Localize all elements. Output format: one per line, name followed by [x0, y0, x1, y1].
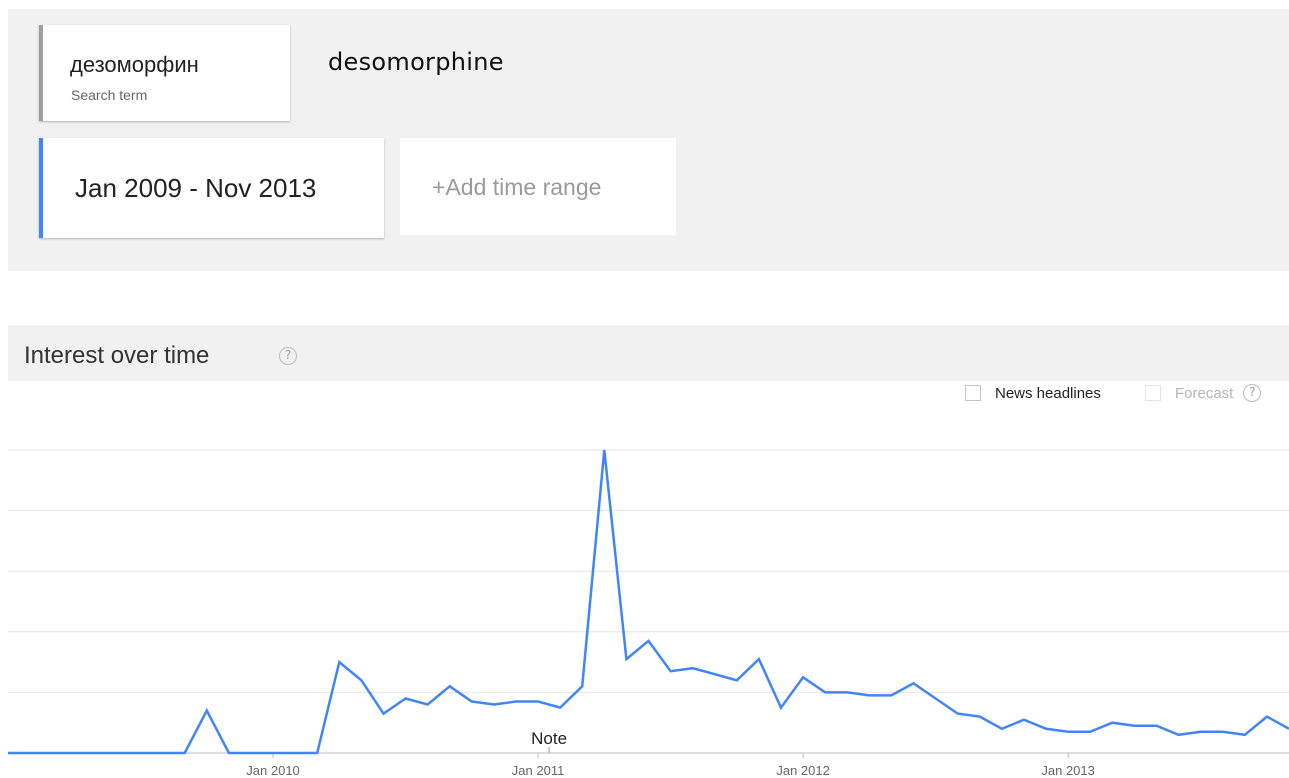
- interest-over-time-header: Interest over time ?: [8, 325, 1289, 381]
- x-tick-label: Jan 2011: [512, 763, 565, 778]
- search-term-text: дезоморфин: [70, 52, 199, 77]
- news-headlines-label: News headlines: [995, 384, 1101, 402]
- interest-chart: Jan 2010 Jan 2011 Jan 2012 Jan 2013 Note: [8, 449, 1289, 778]
- x-tick-label: Jan 2013: [1041, 763, 1095, 778]
- search-term-translation: desomorphine: [328, 48, 504, 76]
- forecast-help-icon[interactable]: ?: [1243, 384, 1262, 402]
- help-icon[interactable]: ?: [279, 347, 297, 365]
- search-term-sublabel: Search term: [71, 87, 148, 103]
- forecast-option: Forecast ?: [1145, 382, 1262, 404]
- series-line: [8, 449, 1289, 755]
- forecast-label: Forecast: [1175, 384, 1234, 402]
- add-time-range-label: +Add time range: [432, 174, 602, 200]
- search-panel: дезоморфин Search term desomorphine Jan …: [8, 9, 1289, 271]
- news-headlines-checkbox[interactable]: [965, 385, 981, 401]
- x-tick-label: Jan 2012: [776, 763, 830, 778]
- x-tick-label: Jan 2010: [246, 763, 300, 778]
- time-range-label: Jan 2009 - Nov 2013: [75, 173, 317, 203]
- section-title: Interest over time: [24, 342, 210, 369]
- add-time-range-button[interactable]: +Add time range: [400, 138, 676, 235]
- note-label: Note: [531, 729, 567, 748]
- forecast-checkbox: [1145, 385, 1161, 401]
- news-headlines-option[interactable]: News headlines: [965, 382, 1101, 404]
- time-range-card[interactable]: Jan 2009 - Nov 2013: [39, 138, 384, 238]
- search-term-card[interactable]: дезоморфин Search term: [39, 25, 290, 121]
